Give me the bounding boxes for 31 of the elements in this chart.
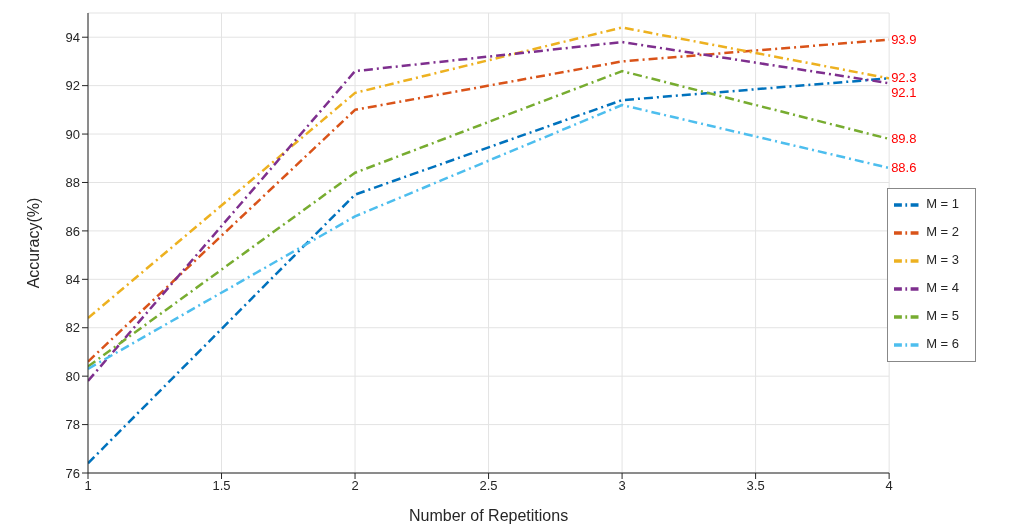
legend-label: M = 4 xyxy=(926,280,959,296)
x-tick-label: 2.5 xyxy=(479,478,498,494)
x-axis-title: Number of Repetitions xyxy=(408,507,569,524)
y-tick-label: 94 xyxy=(65,29,80,45)
legend-label: M = 3 xyxy=(926,252,959,268)
y-axis-title: Accuracy(%) xyxy=(24,197,42,289)
data-label: 89.8 xyxy=(891,130,917,146)
legend-label: M = 5 xyxy=(926,308,959,324)
legend-label: M = 6 xyxy=(926,336,959,352)
x-tick-label: 3.5 xyxy=(746,478,765,494)
x-tick-label: 4 xyxy=(885,478,893,494)
x-tick-label: 2 xyxy=(351,478,359,494)
y-tick-label: 76 xyxy=(65,465,80,481)
data-label: 92.3 xyxy=(891,70,917,86)
y-tick-label: 80 xyxy=(65,368,80,384)
y-tick-label: 88 xyxy=(65,175,80,191)
line-series xyxy=(88,26,890,320)
y-tick-label: 90 xyxy=(65,126,80,142)
x-tick-label: 1 xyxy=(84,478,92,494)
data-label: 92.1 xyxy=(891,85,917,101)
legend-label: M = 1 xyxy=(926,196,959,212)
legend-label: M = 2 xyxy=(926,224,959,240)
data-label: 88.6 xyxy=(891,159,917,175)
y-tick-label: 82 xyxy=(65,320,80,336)
x-tick-label: 1.5 xyxy=(212,478,231,494)
y-tick-label: 86 xyxy=(65,223,80,239)
y-tick-label: 78 xyxy=(65,417,80,433)
y-tick-label: 84 xyxy=(65,271,80,287)
x-tick-label: 3 xyxy=(618,478,626,494)
data-label: 93.9 xyxy=(891,31,917,47)
y-tick-label: 92 xyxy=(65,78,80,94)
